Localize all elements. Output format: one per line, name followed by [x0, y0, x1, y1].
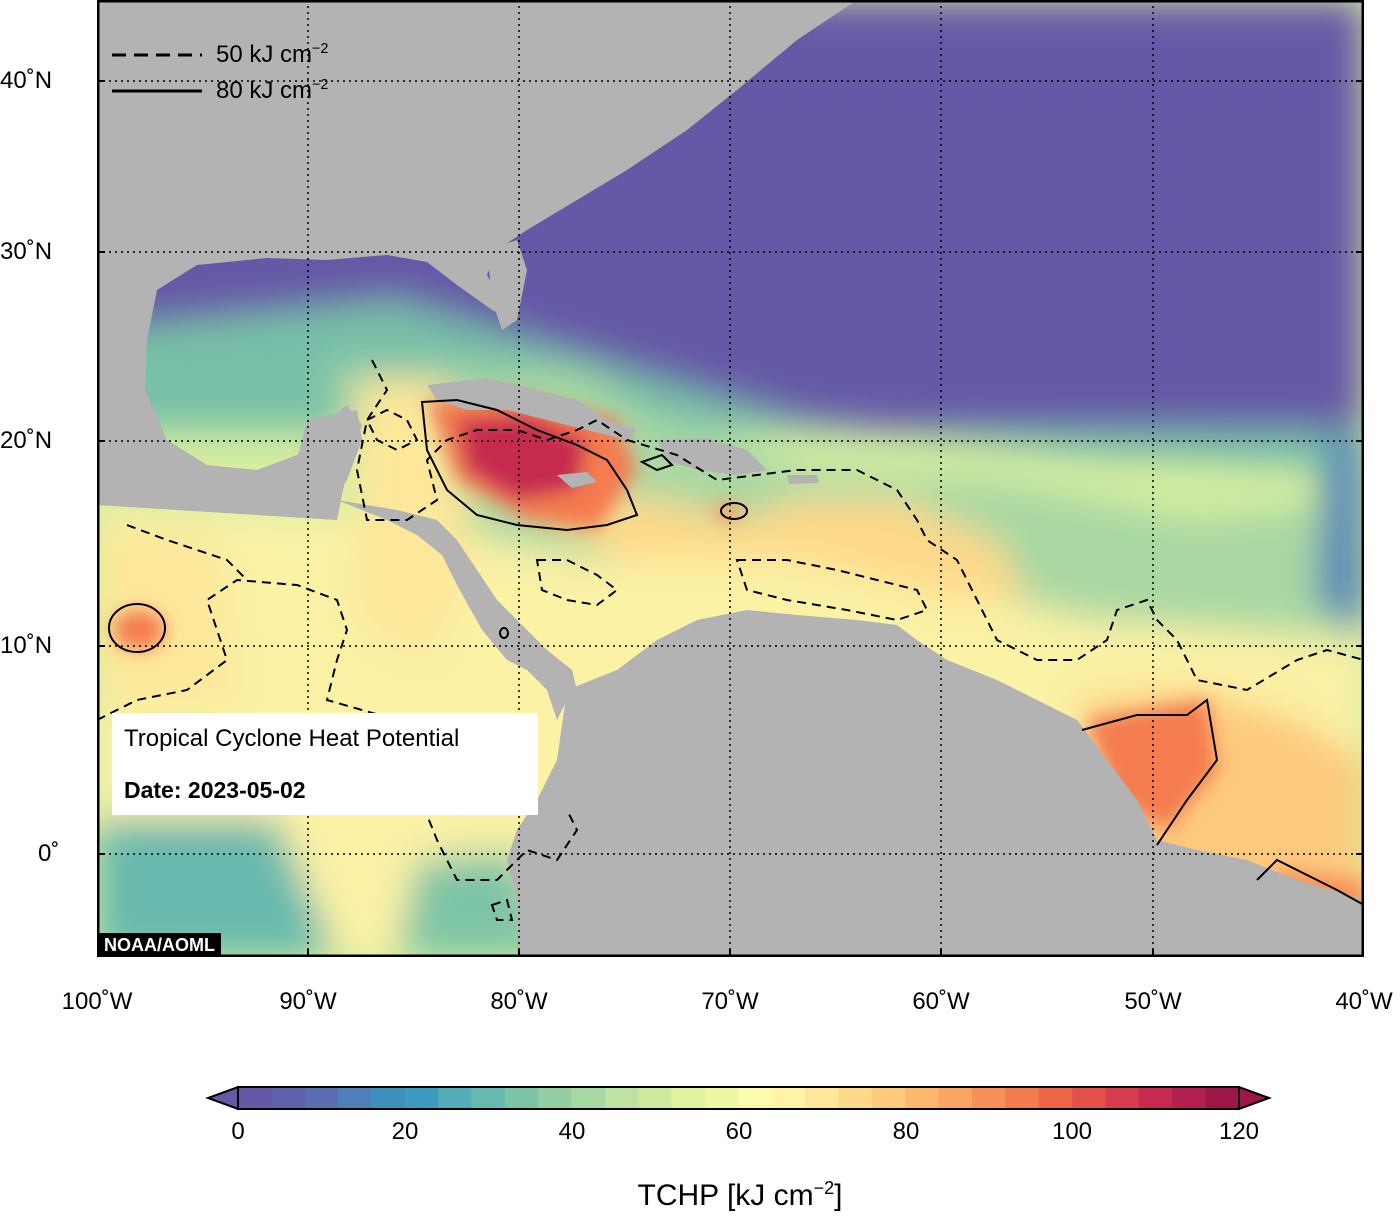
lon-label-70w: 70˚W: [701, 988, 759, 1015]
contour-80-pacific: [108, 603, 166, 653]
colorbar-swatch: [1038, 1087, 1073, 1109]
colorbar-swatch: [905, 1087, 940, 1109]
colorbar-max-arrow: [1238, 1085, 1272, 1111]
colorbar-swatch: [871, 1087, 906, 1109]
colorbar-swatch: [271, 1087, 306, 1109]
dashed-line-swatch: [112, 53, 202, 57]
lat-label-20n: 20˚N: [0, 427, 53, 454]
legend-dashed-label: 50 kJ cm−2: [216, 41, 329, 68]
colorbar-swatch: [972, 1087, 1006, 1109]
lon-label-100w: 100˚W: [61, 988, 133, 1015]
legend-row-dashed: 50 kJ cm−2: [112, 40, 328, 70]
colorbar-tick-40: 40: [558, 1118, 586, 1145]
contour-50-main: [355, 359, 1364, 692]
credit-label: NOAA/AOML: [98, 933, 221, 957]
colorbar-swatch: [605, 1087, 639, 1109]
colorbar-swatch: [471, 1087, 506, 1109]
contours: [108, 398, 1364, 906]
colorbar-border: [237, 1086, 1240, 1110]
colorbar-tick-120: 120: [1218, 1118, 1260, 1145]
land: [97, 0, 1364, 957]
lon-label-40w: 40˚W: [1335, 988, 1393, 1015]
colorbar-swatch: [838, 1087, 873, 1109]
colorbar-swatch: [504, 1087, 539, 1109]
lat-label-40n: 40˚N: [0, 67, 53, 94]
colorbar-swatch: [1205, 1087, 1240, 1109]
colorbar-swatch: [1105, 1087, 1140, 1109]
lon-label-60w: 60˚W: [912, 988, 970, 1015]
colorbar-swatch: [538, 1087, 573, 1109]
colorbar-swatch: [304, 1087, 339, 1109]
colorbar-swatch: [338, 1087, 372, 1109]
colorbar-swatch: [1072, 1087, 1107, 1109]
colorbar-tick-0: 0: [231, 1118, 245, 1145]
colorbar-tick-80: 80: [892, 1118, 920, 1145]
lon-label-50w: 50˚W: [1124, 988, 1182, 1015]
colorbar-swatch: [805, 1087, 840, 1109]
contour-80-southeast: [1256, 858, 1364, 906]
colorbar-swatch: [1138, 1087, 1173, 1109]
colorbar-swatch: [371, 1087, 406, 1109]
colorbar-swatch: [738, 1087, 773, 1109]
lat-label-30n: 30˚N: [0, 238, 53, 265]
contour-legend: 50 kJ cm−2 80 kJ cm−2: [112, 40, 412, 110]
map-date: Date: 2023-05-02: [124, 777, 306, 803]
colorbar-tick-100: 100: [1051, 1118, 1093, 1145]
colorbar-swatch: [404, 1087, 439, 1109]
legend-row-solid: 80 kJ cm−2: [112, 76, 328, 106]
map-panel: [97, 0, 1364, 957]
contour-80-caribbean: [420, 398, 639, 532]
colorbar-swatch: [705, 1087, 739, 1109]
colorbar-swatch: [938, 1087, 973, 1109]
contours-50: [97, 359, 1364, 921]
graticule: [97, 0, 1364, 957]
info-box: Tropical Cyclone Heat Potential Date: 20…: [112, 713, 538, 815]
contour-50-pacific: [97, 578, 579, 881]
colorbar-swatch: [1172, 1087, 1207, 1109]
colorbar-swatch: [1005, 1087, 1040, 1109]
contour-80-atlantic: [1081, 698, 1219, 846]
legend-solid-label: 80 kJ cm−2: [216, 77, 329, 104]
colorbar-swatch: [238, 1087, 272, 1109]
colorbar-swatch: [571, 1087, 606, 1109]
colorbar-tick-60: 60: [725, 1118, 753, 1145]
colorbar-tick-20: 20: [391, 1118, 419, 1145]
lon-label-90w: 90˚W: [279, 988, 337, 1015]
colorbar-swatch: [438, 1087, 473, 1109]
colorbar-title: TCHP [kJ cm−2]: [637, 1178, 843, 1212]
colorbar-min-arrow: [205, 1085, 239, 1111]
solid-line-swatch: [112, 89, 202, 93]
lat-label-0: 0˚: [38, 840, 60, 867]
colorbar-swatch: [671, 1087, 706, 1109]
lon-label-80w: 80˚W: [490, 988, 548, 1015]
colorbar-swatch: [638, 1087, 673, 1109]
lat-label-10n: 10˚N: [0, 632, 53, 659]
colorbar: [205, 1085, 1272, 1111]
map-title: Tropical Cyclone Heat Potential: [124, 725, 460, 752]
colorbar-swatch: [771, 1087, 806, 1109]
axis-ticks: [97, 80, 1364, 957]
